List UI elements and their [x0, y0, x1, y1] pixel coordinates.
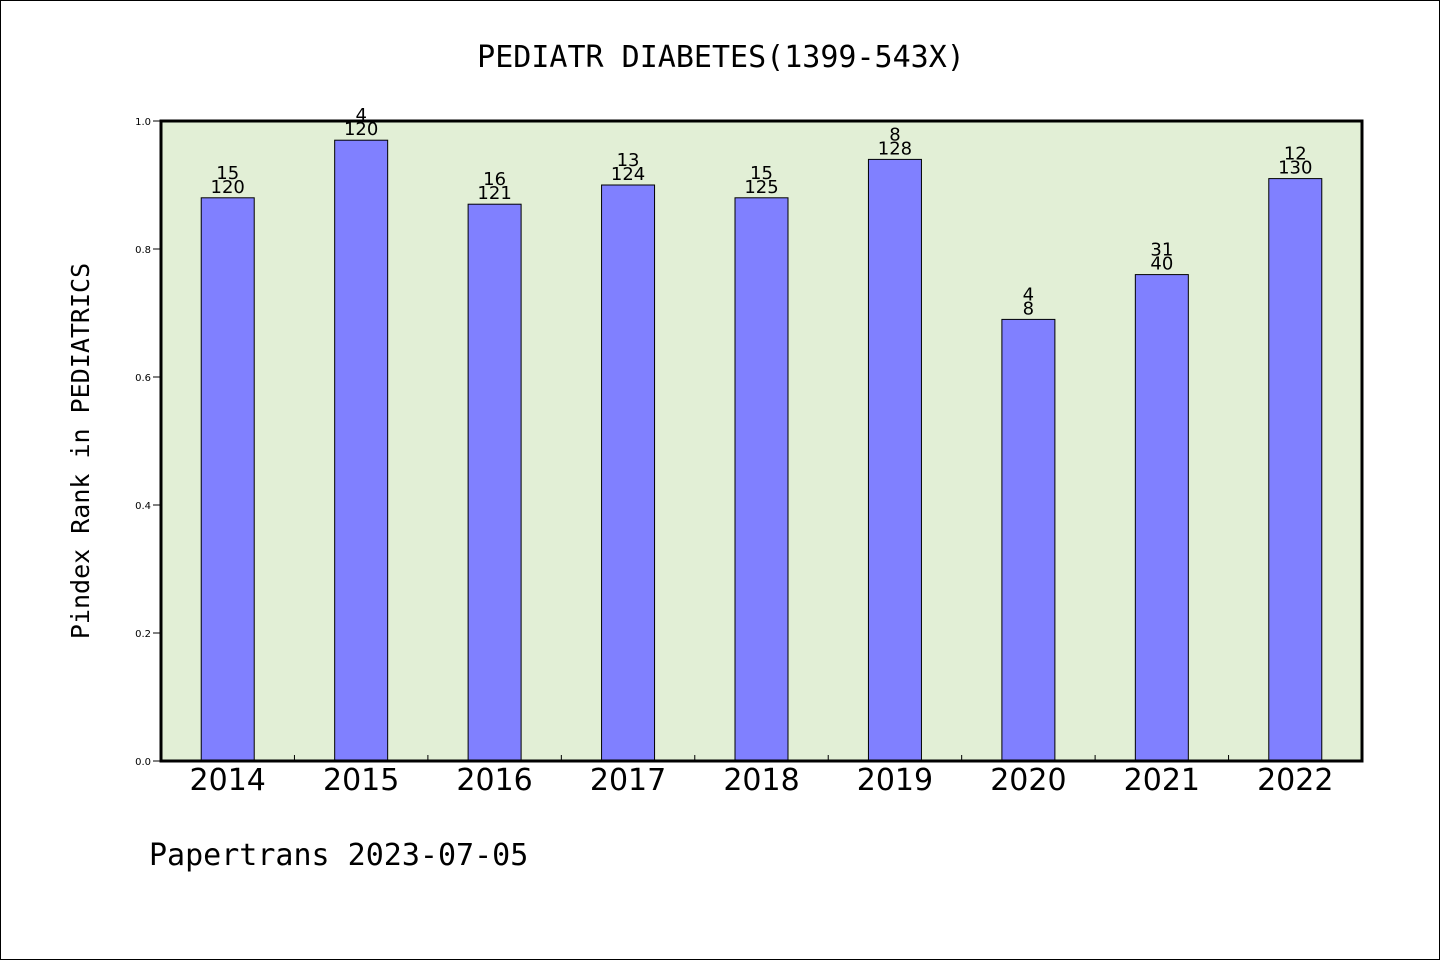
bar-label-bottom: 130	[1278, 158, 1312, 179]
bar-label-top: 15	[216, 163, 239, 184]
bar-label-bottom: 8	[1023, 298, 1034, 319]
plot-frame	[159, 119, 1364, 763]
x-tick-label: 2018	[723, 763, 799, 798]
bar-label-top: 4	[355, 105, 366, 126]
y-tick-label: 0.2	[135, 629, 151, 640]
bar-label-bottom: 121	[477, 183, 511, 204]
x-tick-label: 2021	[1124, 763, 1200, 798]
x-tick-label: 2020	[990, 763, 1066, 798]
bar-label-bottom: 120	[344, 119, 378, 140]
x-axis: 2014 2015 2016 2017 2018 2019 2020 2021 2022	[190, 755, 1333, 798]
bar-2016	[467, 203, 522, 762]
y-tick-label: 0.0	[135, 757, 151, 768]
bar-2015	[334, 139, 389, 762]
bar-label-top: 4	[1023, 284, 1034, 305]
bar-2017	[601, 184, 656, 762]
x-tick-label: 2022	[1257, 763, 1333, 798]
x-tick-label: 2014	[190, 763, 266, 798]
bar-label-bottom: 120	[211, 177, 245, 198]
bar-label-top: 16	[483, 169, 506, 190]
bar-2020	[1001, 318, 1056, 762]
bar-2019	[867, 158, 922, 762]
bar-label-top: 15	[750, 163, 773, 184]
x-tick-label: 2015	[323, 763, 399, 798]
bar-2018	[734, 197, 789, 762]
bar-label-bottom: 125	[744, 177, 778, 198]
bar-label-bottom: 124	[611, 164, 645, 185]
footer-credit: Papertrans 2023-07-05	[149, 838, 528, 873]
bars	[200, 139, 1323, 762]
x-tick-label: 2017	[590, 763, 666, 798]
bar-label-bottom: 128	[878, 138, 912, 159]
bar-2022	[1268, 178, 1323, 762]
bar-label-top: 13	[617, 150, 640, 171]
y-tick-label: 0.8	[135, 245, 151, 256]
chart-title: PEDIATR DIABETES(1399-543X)	[477, 40, 965, 75]
bar-2021	[1134, 274, 1189, 762]
x-tick-label: 2016	[456, 763, 532, 798]
y-tick-label: 0.6	[135, 373, 151, 384]
y-tick-label: 1.0	[135, 117, 151, 128]
bar-label-top: 8	[889, 124, 900, 145]
x-tick-label: 2019	[857, 763, 933, 798]
bar-label-top: 12	[1284, 144, 1307, 165]
y-axis-label: Pindex Rank in PEDIATRICS	[66, 263, 95, 639]
y-axis: 0.0 0.2 0.4 0.6 0.8 1.0	[135, 117, 161, 768]
y-tick-label: 0.4	[135, 501, 151, 512]
bar-2014	[200, 197, 255, 762]
bar-label-bottom: 40	[1150, 254, 1173, 275]
bar-label-top: 31	[1150, 240, 1173, 261]
